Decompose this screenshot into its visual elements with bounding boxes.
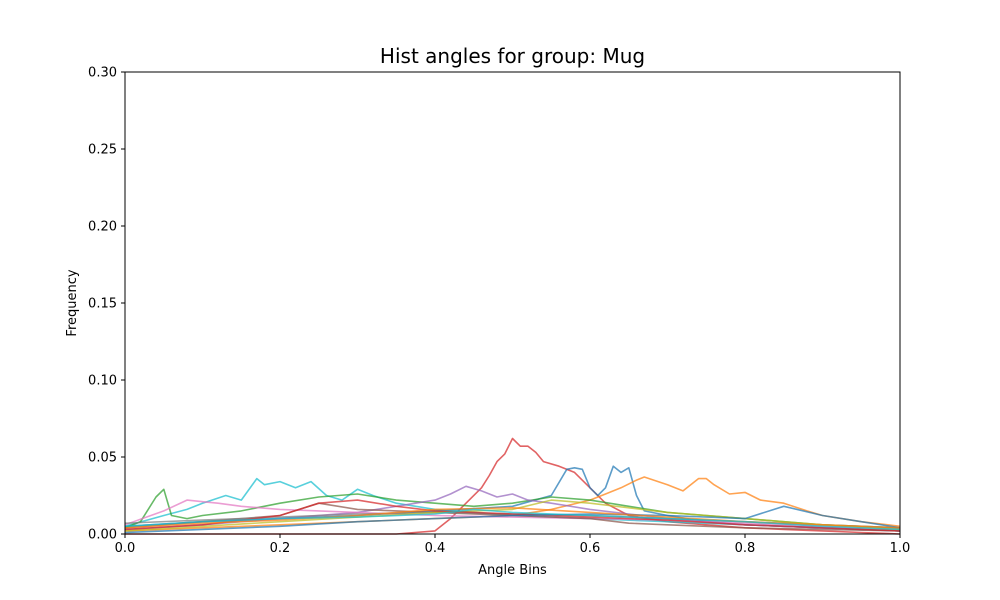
x-tick-label: 0.4 xyxy=(425,541,446,556)
y-axis: 0.00 0.05 0.10 0.15 0.20 0.25 0.30 xyxy=(88,66,125,543)
y-tick-label: 0.05 xyxy=(88,451,117,466)
y-tick-label: 0.00 xyxy=(88,528,117,543)
y-tick-label: 0.20 xyxy=(88,220,117,235)
y-tick-label: 0.25 xyxy=(88,143,117,158)
x-tick-label: 0.0 xyxy=(115,541,136,556)
x-tick-label: 0.2 xyxy=(270,541,291,556)
x-tick-label: 0.6 xyxy=(580,541,601,556)
series-line-10 xyxy=(124,499,901,532)
series-layer xyxy=(124,437,901,535)
series-line-14 xyxy=(124,508,901,531)
chart-title: Hist angles for group: Mug xyxy=(380,44,645,68)
series-line-12 xyxy=(124,505,901,534)
x-axis: 0.0 0.2 0.4 0.6 0.8 1.0 xyxy=(115,534,911,556)
y-axis-label: Frequency xyxy=(65,269,80,336)
plot-frame xyxy=(124,71,901,535)
x-axis-label: Angle Bins xyxy=(478,563,547,578)
y-tick-label: 0.10 xyxy=(88,374,117,389)
x-tick-label: 1.0 xyxy=(890,541,911,556)
y-tick-label: 0.30 xyxy=(88,66,117,81)
x-tick-label: 0.8 xyxy=(735,541,756,556)
y-tick-label: 0.15 xyxy=(88,297,117,312)
series-line-11 xyxy=(124,499,901,532)
